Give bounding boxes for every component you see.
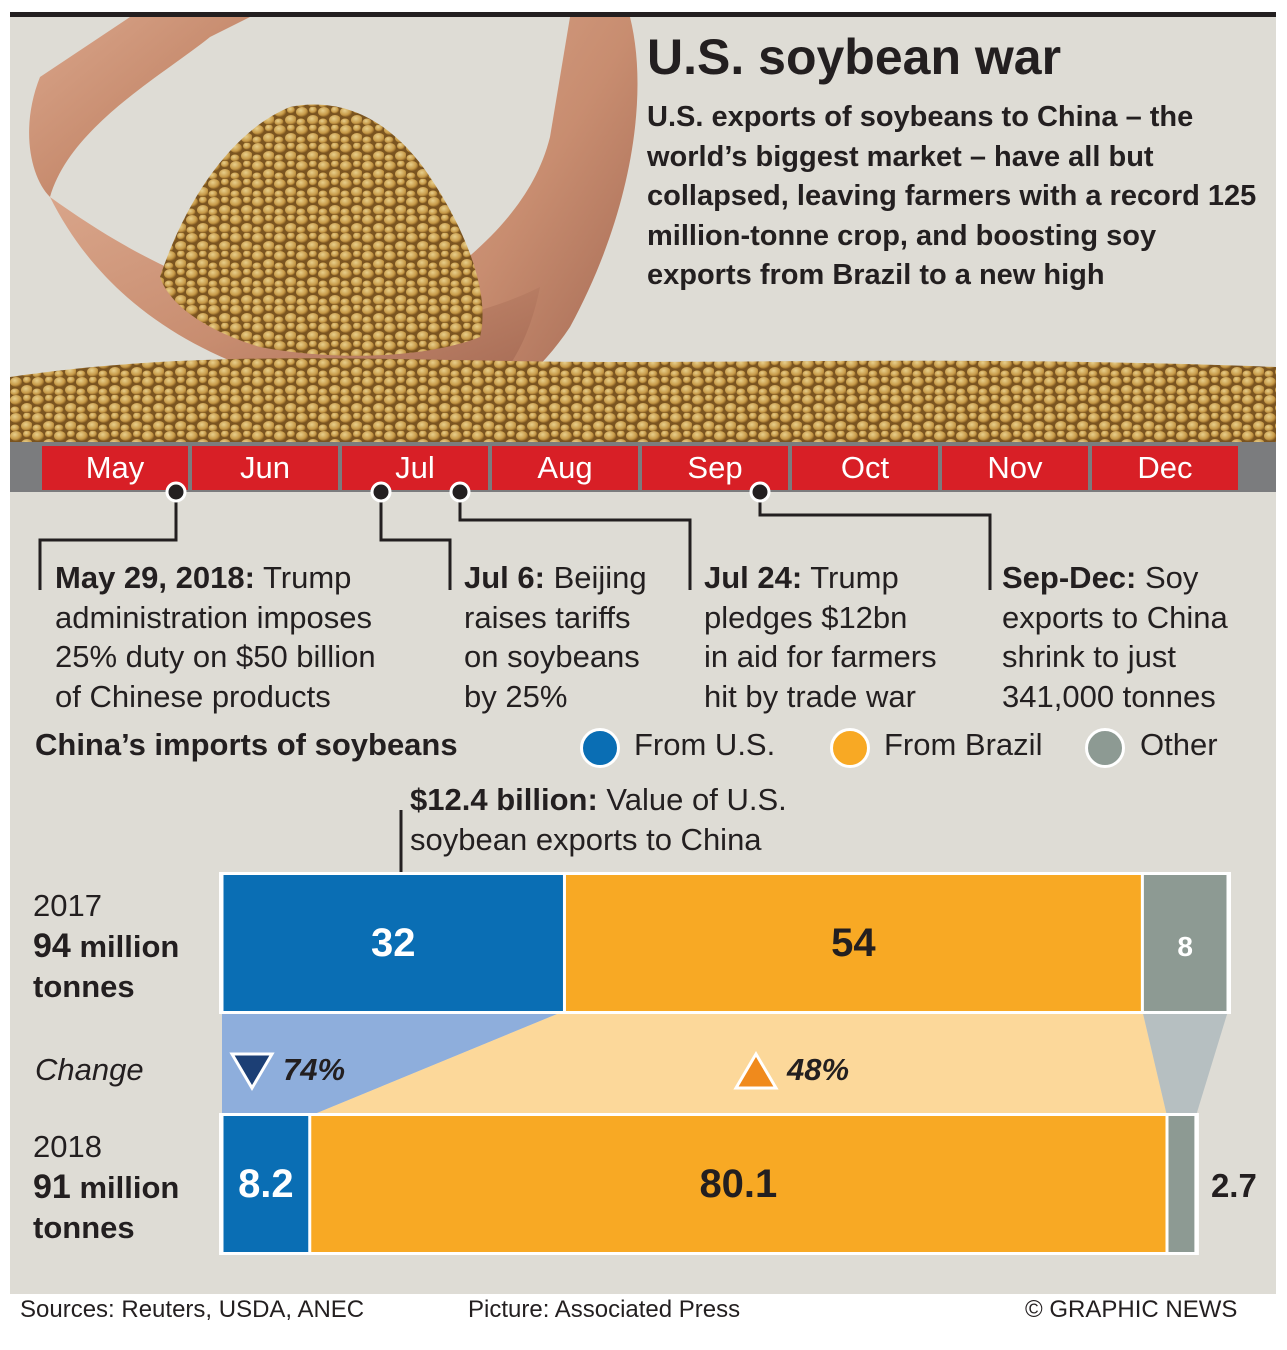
event-line: Trump xyxy=(802,560,899,595)
value-callout: $12.4 billion: Value of U.S. soybean exp… xyxy=(410,780,787,859)
page-title: U.S. soybean war xyxy=(647,29,1062,85)
event-head: Jul 6: xyxy=(464,560,545,595)
soybean-hands-photo xyxy=(10,17,1276,442)
change-label: Change xyxy=(35,1052,144,1087)
row-total: 94 xyxy=(33,927,71,965)
bar-2017-from-u-s- xyxy=(223,875,563,1011)
event-line: hit by trade war xyxy=(704,678,916,714)
change-brazil-label: 48% xyxy=(787,1052,850,1087)
up-arrow-icon xyxy=(733,1051,779,1090)
event-line: of Chinese products xyxy=(55,678,331,714)
change-band-other xyxy=(1142,1011,1228,1116)
leader-jul6 xyxy=(379,492,452,590)
leader-jul24 xyxy=(458,492,692,590)
bar-2018-other xyxy=(1168,1116,1195,1252)
bar-2018-from-u-s- xyxy=(223,1116,309,1252)
event-line: on soybeans xyxy=(464,639,640,674)
data-label-2018-from-u-s-: 8.2 xyxy=(238,1162,294,1206)
event-line: administration imposes xyxy=(55,599,373,635)
legend-label-brazil: From Brazil xyxy=(884,727,1043,762)
row-unit: million xyxy=(70,929,180,964)
down-arrow-icon xyxy=(229,1052,275,1091)
legend-label-other: Other xyxy=(1140,727,1218,762)
callout-head: $12.4 billion: xyxy=(410,782,598,817)
event-line: in aid for farmers xyxy=(704,639,937,674)
event-line: Trump xyxy=(254,560,352,595)
month-nov: Nov xyxy=(942,446,1088,490)
row-label-2018: 2018 91 million tonnes xyxy=(33,1127,179,1248)
month-may: May xyxy=(42,446,188,490)
event-line: 341,000 tonnes xyxy=(1002,678,1216,714)
event-head: Jul 24: xyxy=(704,560,803,595)
bar-2018-from-brazil xyxy=(311,1116,1166,1252)
legend-swatch-brazil xyxy=(830,728,870,768)
leader-sepdec xyxy=(758,492,992,590)
legend-swatch-other xyxy=(1085,728,1125,768)
event-head: Sep-Dec: xyxy=(1002,560,1137,595)
row-unit: tonnes xyxy=(33,1210,135,1245)
data-label-2017-other: 8 xyxy=(1177,931,1193,962)
month-dec: Dec xyxy=(1092,446,1238,490)
month-oct: Oct xyxy=(792,446,938,490)
event-jul6: Jul 6: Beijing raises tariffs on soybean… xyxy=(464,558,647,716)
event-line: 25% duty on $50 billion xyxy=(55,639,376,674)
bar-2017-from-brazil xyxy=(565,875,1141,1011)
event-line: raises tariffs xyxy=(464,599,631,635)
event-line: shrink to just xyxy=(1002,639,1177,674)
data-label-2017-from-u-s-: 32 xyxy=(371,921,416,965)
bar-2017-other xyxy=(1143,875,1227,1011)
month-jun: Jun xyxy=(192,446,338,490)
event-line: by 25% xyxy=(464,678,568,714)
row-year: 2017 xyxy=(33,888,102,923)
legend-swatch-us xyxy=(580,728,620,768)
marker-may29 xyxy=(165,481,187,503)
event-jul24: Jul 24: Trump pledges $12bn in aid for f… xyxy=(704,558,937,716)
footer-credit: © GRAPHIC NEWS xyxy=(1025,1296,1238,1323)
legend-label-us: From U.S. xyxy=(634,727,776,762)
deck-text: U.S. exports of soybeans to China – the … xyxy=(647,101,1257,291)
event-line: Beijing xyxy=(544,560,647,595)
month-aug: Aug xyxy=(492,446,638,490)
data-label-2018-from-brazil: 80.1 xyxy=(699,1162,777,1206)
callout-text: soybean exports to China xyxy=(410,821,762,857)
event-sepdec: Sep-Dec: Soy exports to China shrink to … xyxy=(1002,558,1228,716)
footer-sources: Sources: Reuters, USDA, ANEC xyxy=(20,1296,365,1323)
marker-sepdec xyxy=(749,481,771,503)
marker-jul6 xyxy=(370,481,392,503)
marker-jul24 xyxy=(449,481,471,503)
event-line: pledges $12bn xyxy=(704,599,908,635)
event-may29: May 29, 2018: Trump administration impos… xyxy=(55,558,376,716)
callout-text: Value of U.S. xyxy=(597,782,787,817)
row-unit: tonnes xyxy=(33,969,135,1004)
change-band-from-u-s- xyxy=(222,1011,565,1116)
month-jul: Jul xyxy=(342,446,488,490)
row-unit: million xyxy=(70,1170,180,1205)
change-band-from-brazil xyxy=(309,1011,1167,1116)
row-total: 91 xyxy=(33,1168,71,1206)
legend-title: China’s imports of soybeans xyxy=(35,727,458,762)
row-label-2017: 2017 94 million tonnes xyxy=(33,886,179,1007)
data-label-2018-other: 2.7 xyxy=(1211,1167,1257,1204)
leader-may29 xyxy=(38,492,178,590)
row-year: 2018 xyxy=(33,1129,102,1164)
event-line: exports to China xyxy=(1002,599,1228,635)
event-head: May 29, 2018: xyxy=(55,560,255,595)
footer-picture: Picture: Associated Press xyxy=(468,1296,741,1323)
event-line: Soy xyxy=(1136,560,1199,595)
change-us-label: 74% xyxy=(283,1052,346,1087)
data-label-2017-from-brazil: 54 xyxy=(831,921,876,965)
